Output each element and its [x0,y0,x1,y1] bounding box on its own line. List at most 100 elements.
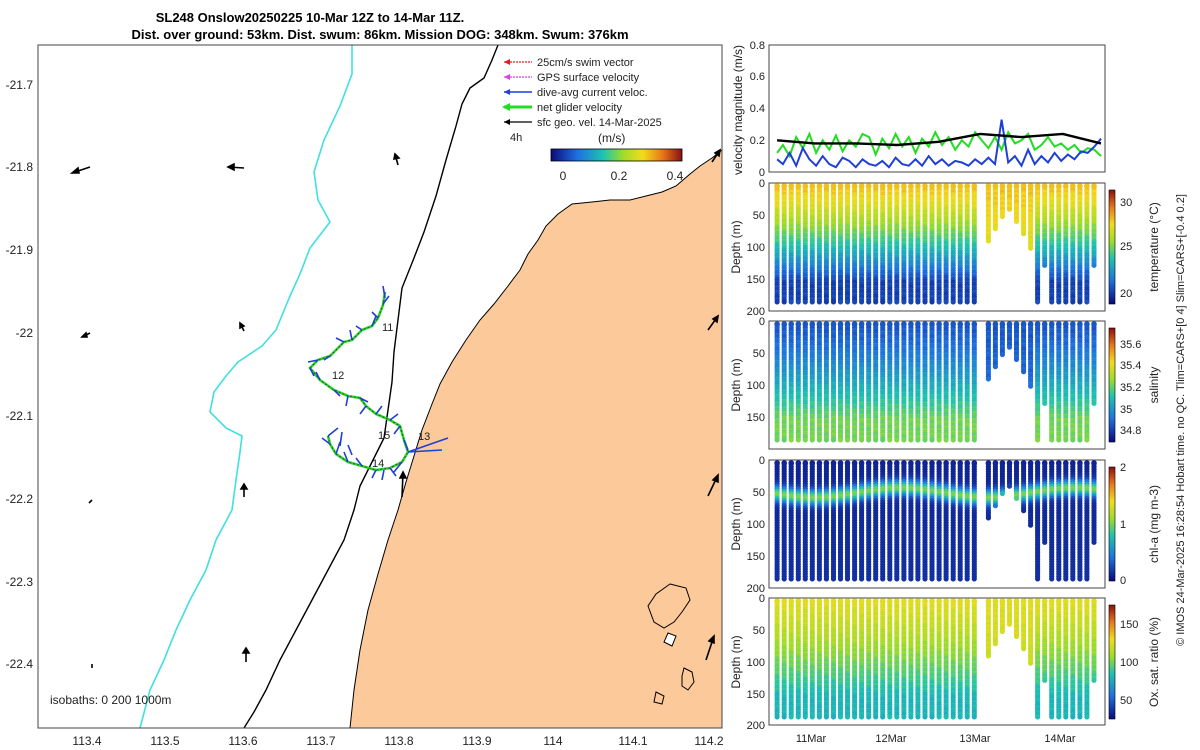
chlorophyll-panel: 0 50 100 150 200 Depth (m) 0 1 2 chl-a (… [729,455,1161,595]
colorbar-tick: 0.4 [667,169,684,183]
section-sample-dot [1006,344,1013,350]
vel-ylabel: velocity magnitude (m/s) [731,45,745,175]
current-vectors [307,285,449,481]
section-surface-dot [992,183,999,189]
section-surface-dot [957,321,963,327]
section-sample-dot [901,437,907,443]
section-sample-dot [887,299,893,305]
section-surface-dot [774,460,780,466]
section-surface-dot [929,321,935,327]
section-surface-dot [1091,321,1097,327]
section-sample-dot [781,437,787,443]
section-surface-dot [950,183,956,189]
section-surface-dot [837,321,844,327]
section-sample-dot [971,437,977,443]
section-surface-dot [950,321,956,327]
section-surface-dot [887,460,893,466]
legend-arrowhead [504,89,510,95]
section-surface-dot [894,183,900,189]
section-sample-dot [1063,437,1069,443]
section-surface-dot [851,460,858,466]
day-label-13: 13 [418,431,430,443]
section-sample-dot [957,437,963,443]
legend-arrowhead [504,74,510,80]
section-sample-dot [788,299,794,305]
legend-label-geo: sfc geo. vel. 14-Mar-2025 [537,117,662,129]
section-surface-dot [971,183,978,189]
section-sample-dot [788,576,794,582]
velocity-lines [776,119,1102,169]
lon-tick: 113.7 [306,734,335,748]
section-surface-dot [872,460,879,466]
section-surface-dot [1041,321,1048,327]
section-surface-dot [1006,321,1013,327]
section-sample-dot [1077,299,1083,305]
section-surface-dot [894,460,900,466]
section-sample-dot [837,437,844,443]
section-sample-dot [852,437,858,443]
section-sample-dot [985,376,992,382]
section-sample-dot [795,576,801,582]
section-sample-dot [1091,400,1097,406]
lon-tick: 113.6 [228,734,257,748]
temperature-panel: 0 50 100 150 200 Depth (m) 20 25 30 temp… [729,178,1161,318]
section-sample-dot [844,437,851,443]
section-sample-dot [880,576,886,582]
legend-arrowhead [504,119,510,125]
vel-ytick: 0.8 [750,40,765,52]
section-surface-dot [823,321,830,327]
section-sample-dot [887,437,893,443]
isobath-0m [243,45,499,728]
section-sample-dot [1042,262,1048,268]
interval-label: 4h [510,132,522,144]
section-sample-dot [859,576,865,582]
section-sample-dot [809,299,815,305]
section-sample-dot [1056,299,1062,305]
salinity-panel: 0 50 100 150 Depth (m) 34.8 35 35.2 35.4… [729,316,1161,450]
section-sample-dot [816,576,823,582]
temperature-clabel: temperature (°C) [1147,202,1161,292]
section-sample-dot [795,437,801,443]
section-surface-dot [844,321,851,327]
section-surface-dot [809,321,816,327]
velocity-frame [768,44,1106,173]
section-surface-dot [936,183,942,189]
section-sample-dot [1077,437,1083,443]
section-surface-dot [837,183,844,189]
temperature-ctick: 20 [1120,288,1132,300]
island [681,667,695,691]
section-sample-dot [943,299,949,305]
section-sample-dot [929,437,935,443]
section-surface-dot [887,321,893,327]
section-sample-dot [816,437,823,443]
section-surface-dot [915,321,921,327]
section-surface-dot [781,321,787,327]
section-surface-dot [1056,321,1062,327]
section-surface-dot [809,183,816,189]
section-surface-dot [1006,183,1013,189]
velocity-series-line [776,119,1102,169]
section-sample-dot [873,437,879,443]
section-sample-dot [1056,437,1062,443]
temperature-ylabel: Depth (m) [729,220,743,273]
section-sample-dot [999,351,1006,358]
island [653,691,665,705]
island [663,632,677,647]
section-sample-dot [830,576,837,582]
section-surface-dot [922,183,928,189]
section-surface-dot [851,183,858,189]
day-label-12: 12 [332,370,344,382]
section-sample-dot [1021,231,1027,237]
section-surface-dot [858,183,865,189]
section-surface-dot [865,321,872,327]
section-sample-dot [781,299,787,305]
lat-tick: -22.3 [6,575,34,589]
section-sample-dot [992,364,999,370]
section-sample-dot [908,299,914,305]
chart-title-line2: Dist. over ground: 53km. Dist. swum: 86k… [131,27,628,42]
section-surface-dot [865,460,872,466]
section-surface-dot [844,460,851,466]
section-surface-dot [802,321,809,327]
section-sample-dot [774,437,780,443]
